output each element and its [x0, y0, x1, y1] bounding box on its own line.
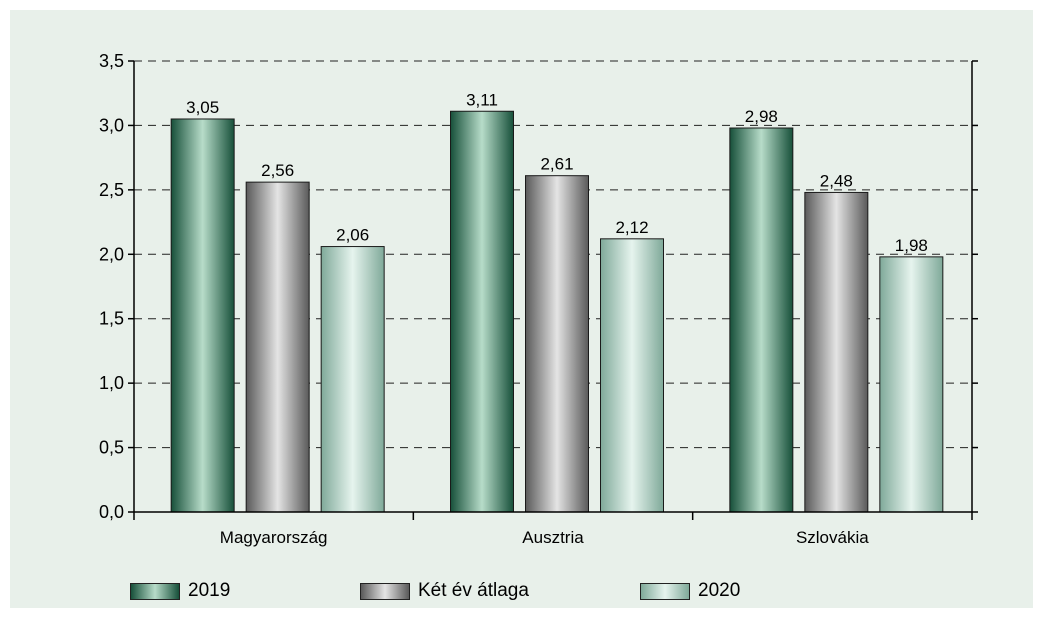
chart-panel: 0,0 0,5 1,0 1,5 2,0 2,5 3,0 3,5 3,05 2,56 2,06 Magy…	[10, 10, 1033, 608]
data-label: 2,48	[820, 171, 853, 190]
data-label: 1,98	[895, 236, 928, 255]
legend-swatch-ket-ev-atlaga	[360, 582, 410, 600]
data-label: 3,11	[466, 90, 498, 109]
bar	[320, 246, 385, 513]
bar	[245, 181, 310, 513]
legend-swatch-2020	[640, 582, 690, 600]
bar	[450, 110, 514, 513]
x-tick-label: Magyarország	[220, 528, 328, 547]
bar	[879, 256, 944, 513]
bar	[600, 238, 664, 513]
y-tick-label: 2,0	[99, 244, 124, 264]
legend-label-2019: 2019	[188, 580, 231, 601]
legend-item-ket-ev-atlaga: Két év átlaga	[360, 578, 529, 604]
data-label: 2,56	[261, 161, 294, 180]
x-tick-label: Ausztria	[522, 528, 584, 547]
data-label: 2,61	[540, 155, 573, 174]
legend-item-2020: 2020	[640, 578, 740, 604]
y-tick-label: 1,0	[99, 373, 124, 393]
bar-chart: 0,0 0,5 1,0 1,5 2,0 2,5 3,0 3,5 3,05 2,56 2,06 Magy…	[99, 51, 978, 547]
bar	[170, 118, 235, 513]
bar	[804, 191, 869, 513]
y-tick-label: 0,5	[99, 438, 124, 458]
legend-label-ket-ev-atlaga: Két év átlaga	[418, 580, 529, 601]
bar	[729, 127, 794, 513]
legend-label-2020: 2020	[698, 580, 741, 601]
data-label: 2,06	[336, 226, 369, 245]
y-tick-label: 3,5	[99, 51, 124, 71]
data-label: 3,05	[186, 98, 219, 117]
x-tick-label: Szlovákia	[796, 528, 869, 547]
y-tick-label: 1,5	[99, 309, 124, 329]
legend-item-2019: 2019	[130, 578, 230, 604]
y-tick-label: 3,0	[99, 115, 124, 135]
data-label: 2,12	[615, 218, 648, 237]
legend-swatch-2019	[130, 582, 180, 600]
y-tick-label: 0,0	[99, 502, 124, 522]
bar	[525, 175, 589, 513]
data-label: 2,98	[745, 107, 778, 126]
y-tick-label: 2,5	[99, 180, 124, 200]
